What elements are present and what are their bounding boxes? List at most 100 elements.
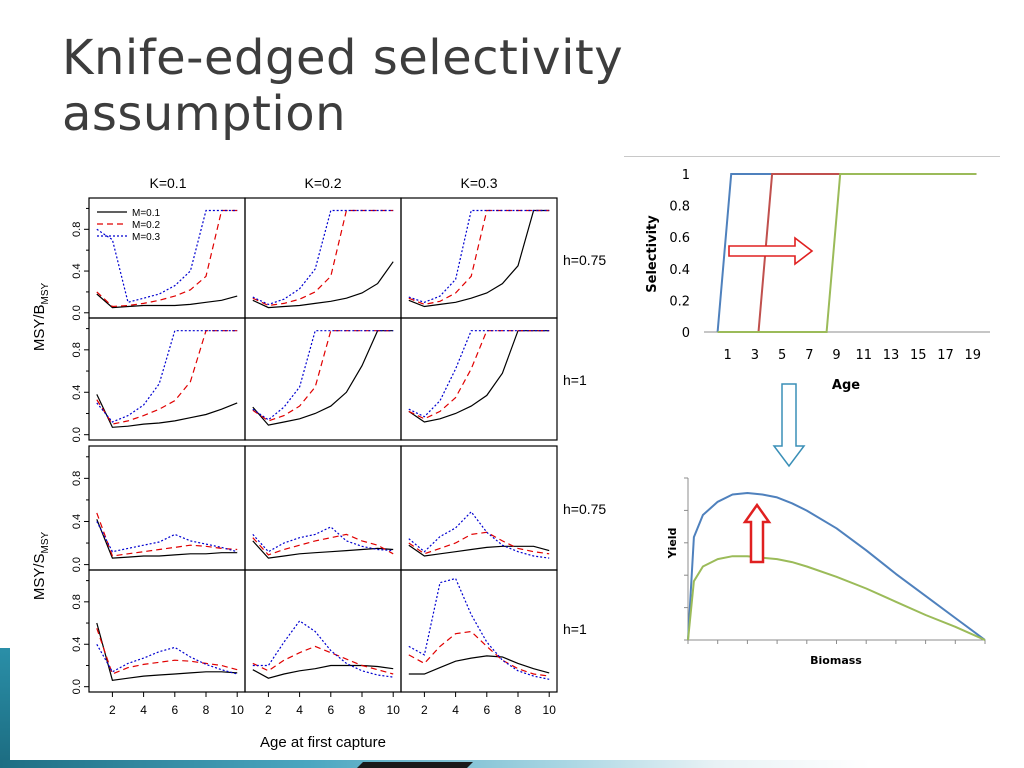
panel-grid-chart: 0.0 0.4 0.8 0.0 0.4 0.8 0.0 0.4 0.8 0.0 0.4 0.8 2 4 6 8… [71,197,558,717]
slide-footer-bar [0,760,1024,768]
x-tick-label: 6 [171,703,178,717]
down-arrow-icon [772,383,806,468]
x-tick-label: 4 [452,703,459,717]
selectivity-x-tick-label: 5 [778,348,786,363]
series-line-M=0.2 [96,512,238,557]
y-tick-label: 0.8 [71,594,83,609]
selectivity-x-tick-label: 17 [937,348,954,363]
y-axis-label-bottom-main: MSY/S [31,553,48,600]
selectivity-series-3 [717,173,977,333]
column-title-k02: K=0.2 [305,175,342,191]
x-tick-label: 2 [109,703,116,717]
series-line-M=0.3 [252,620,394,678]
panel-frame [88,569,246,693]
y-tick-label: 0.0 [71,557,83,572]
x-tick-label: 8 [515,703,522,717]
panel-r1-c1: 0.0 0.4 0.8 [71,197,246,320]
series-line-M=0.2 [408,209,550,306]
up-arrow-icon [742,502,772,564]
panel-r4-c3: 2 4 6 8 10 [400,569,558,717]
slide-footer-accent [357,762,473,768]
y-axis-label-bottom-sub: MSY [40,531,51,553]
series-line-M=0.3 [96,644,238,675]
row-label-4: h=1 [563,621,587,637]
series-line-M=0.1 [252,330,394,426]
selectivity-x-tick-label: 7 [805,348,813,363]
x-tick-label: 4 [140,703,147,717]
yield-chart [684,477,986,644]
y-axis-label-top: MSY/BMSY [31,282,51,351]
legend-label: M=0.1 [132,208,161,219]
selectivity-x-tick-label: 19 [964,348,981,363]
series-line-M=0.3 [252,209,394,306]
selectivity-y-tick-label: 0.4 [669,263,690,278]
slide-title: Knife-edged selectivity assumption [62,30,623,142]
panel-r4-c2: 2 4 6 8 10 [244,569,402,717]
panel-r1-c3 [400,197,558,319]
panel-r1-c2 [244,197,402,319]
y-axis-label-top-main: MSY/B [31,304,48,351]
selectivity-x-label: Age [832,378,860,393]
yield-series-1 [687,492,986,641]
y-tick-label: 0.8 [71,342,83,357]
series-line-M=0.1 [408,655,550,675]
series-line-M=0.1 [408,209,550,308]
series-line-M=0.2 [252,645,394,675]
selectivity-x-tick-label: 11 [856,348,873,363]
series-line-M=0.1 [252,261,394,309]
y-axis-label-bottom: MSY/SMSY [31,531,51,600]
panel-r4-c1: 0.0 0.4 0.8 2 4 6 8 10 [71,569,246,717]
panel-r2-c2 [244,317,402,441]
selectivity-x-tick-label: 13 [883,348,900,363]
y-tick-label: 0.8 [71,471,83,486]
y-tick-label: 0.4 [71,637,83,652]
panel-r2-c1: 0.0 0.4 0.8 [71,317,246,442]
series-line-M=0.1 [252,664,394,679]
y-tick-label: 0.4 [71,514,83,529]
panel-r2-c3 [400,317,558,441]
x-tick-label: 6 [483,703,490,717]
panel-r3-c2 [244,445,402,571]
series-line-M=0.2 [252,209,394,307]
selectivity-y-tick-label: 0.8 [669,200,690,215]
y-tick-label: 0.8 [71,222,83,237]
series-line-M=0.2 [96,628,238,675]
x-tick-label: 2 [265,703,272,717]
panel-frame [244,197,402,319]
series-line-M=0.3 [252,330,394,421]
column-title-k01: K=0.1 [150,175,187,191]
panel-frame [400,569,558,693]
row-label-2: h=1 [563,372,587,388]
selectivity-x-tick-label: 3 [751,348,759,363]
series-line-M=0.2 [96,209,238,308]
series-line-M=0.2 [96,330,238,425]
series-line-M=0.3 [408,577,550,680]
series-line-M=0.3 [252,526,394,553]
series-line-M=0.3 [96,330,238,423]
panel-frame [400,317,558,441]
row-label-1: h=0.75 [563,252,606,268]
right-arrow-icon [728,236,814,266]
x-tick-label: 8 [203,703,210,717]
y-tick-label: 0.0 [71,679,83,694]
y-tick-label: 0.0 [71,305,83,320]
legend: M=0.1M=0.2M=0.3 [97,208,161,243]
legend-label: M=0.2 [132,220,161,231]
series-line-M=0.1 [96,293,238,309]
series-line-M=0.1 [96,622,238,681]
x-tick-label: 10 [387,703,401,717]
x-tick-label: 2 [421,703,428,717]
series-line-M=0.3 [408,209,550,303]
title-divider [624,156,1000,157]
selectivity-x-tick-label: 9 [832,348,840,363]
y-tick-label: 0.4 [71,263,83,278]
series-line-M=0.3 [96,209,238,304]
panel-r3-c1: 0.0 0.4 0.8 [71,445,246,572]
selectivity-y-label: Selectivity [645,215,660,293]
series-line-M=0.1 [408,330,550,423]
series-line-M=0.3 [408,330,550,418]
series-line-M=0.1 [408,544,550,557]
series-line-M=0.2 [408,630,550,677]
x-tick-label: 10 [543,703,557,717]
